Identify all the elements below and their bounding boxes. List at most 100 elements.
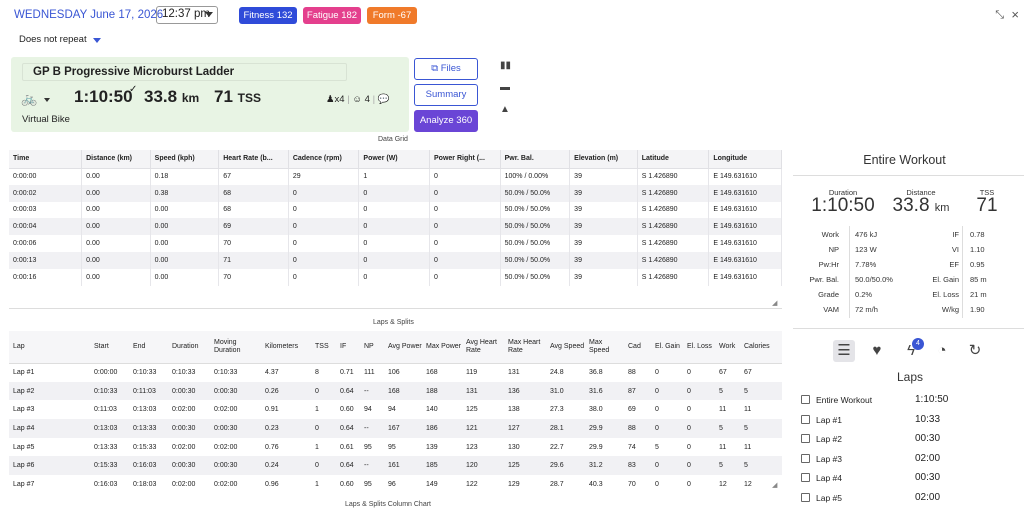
- close-icon[interactable]: ×: [1011, 7, 1019, 22]
- chevron-down-icon[interactable]: [44, 98, 50, 102]
- column-header[interactable]: Power Right (...: [429, 150, 501, 169]
- column-header[interactable]: Speed (kph): [150, 150, 220, 169]
- table-cell: 0.64: [336, 381, 360, 401]
- summary-tss: 71: [976, 195, 998, 216]
- table-cell: 50.0% / 50.0%: [500, 251, 571, 269]
- column-header[interactable]: Latitude: [637, 150, 710, 169]
- comment-icon[interactable]: ▬: [500, 82, 510, 93]
- checkbox[interactable]: [801, 453, 810, 463]
- column-header[interactable]: Avg Speed: [546, 331, 585, 364]
- collapse-icon[interactable]: ⤡: [995, 9, 1004, 21]
- column-header[interactable]: Heart Rate (b...: [218, 150, 289, 169]
- lap-checkbox-item[interactable]: Lap #2: [801, 434, 842, 444]
- column-header[interactable]: El. Gain: [651, 331, 683, 364]
- column-header[interactable]: Work: [715, 331, 740, 364]
- summary-button[interactable]: Summary: [414, 84, 478, 106]
- lap-checkbox-item[interactable]: Lap #5: [801, 493, 842, 503]
- lap-checkbox-item[interactable]: Lap #4: [801, 473, 842, 483]
- table-cell: 0:00:00: [9, 168, 83, 185]
- table-row[interactable]: 0:00:16 0.00 0.00 70 0 0 0 50.0% / 50.0% 39 S 1.4…: [9, 268, 782, 286]
- table-cell: 70: [218, 268, 289, 286]
- table-cell: 138: [508, 406, 520, 414]
- table-cell: --: [360, 381, 384, 401]
- column-header[interactable]: Calories: [740, 331, 782, 364]
- column-header[interactable]: Moving Duration: [210, 331, 261, 364]
- table-cell: E 149.631610: [708, 268, 782, 286]
- column-header[interactable]: Lap: [9, 331, 90, 364]
- refresh-icon[interactable]: ↻: [968, 342, 982, 359]
- table-row[interactable]: 0:00:13 0.00 0.00 71 0 0 0 50.0% / 50.0% 39 S 1.4…: [9, 251, 782, 269]
- lap-label: Lap #2: [816, 434, 842, 445]
- clock-icon[interactable]: ◔: [937, 342, 947, 359]
- mountain-icon[interactable]: ▲: [500, 104, 510, 115]
- column-header[interactable]: Kilometers: [261, 331, 311, 364]
- column-header[interactable]: IF: [336, 331, 360, 364]
- column-header[interactable]: El. Loss: [683, 331, 715, 364]
- lap-checkbox-item[interactable]: Lap #1: [801, 414, 842, 425]
- column-header[interactable]: Time: [9, 150, 83, 169]
- table-cell: 0:00:04: [9, 218, 83, 236]
- checkbox[interactable]: [801, 414, 810, 424]
- table-cell: 0.76: [265, 443, 279, 451]
- files-button[interactable]: ⧉ Files: [414, 58, 478, 80]
- column-header[interactable]: End: [129, 331, 168, 364]
- resize-handle[interactable]: ◢: [772, 482, 778, 489]
- column-header[interactable]: Pwr. Bal.: [500, 150, 571, 169]
- column-header[interactable]: Cad: [624, 331, 651, 364]
- table-cell: 0.00: [150, 235, 220, 252]
- column-header[interactable]: NP: [360, 331, 384, 364]
- chevron-down-icon[interactable]: [93, 38, 101, 43]
- bike-icon[interactable]: 🚲: [21, 91, 38, 106]
- column-header[interactable]: Start: [90, 331, 129, 364]
- table-cell: 127: [504, 419, 546, 438]
- table-row[interactable]: Lap #7 0:16:03 0:18:03 0:02:00 0:02:00 0.96 1 0…: [9, 475, 782, 494]
- column-header[interactable]: Power (W): [358, 150, 430, 169]
- column-header[interactable]: Longitude: [708, 150, 782, 169]
- column-header[interactable]: Elevation (m): [569, 150, 638, 169]
- table-cell: 50.0% / 50.0%: [500, 184, 571, 202]
- column-header[interactable]: TSS: [311, 331, 336, 364]
- time-select[interactable]: 12:37 pm: [156, 6, 218, 24]
- metric-row: Pw:Hr 7.78% EF 0.95: [785, 260, 1024, 272]
- table-cell: 0:10:33: [172, 369, 196, 377]
- column-header[interactable]: Max Power: [422, 331, 462, 364]
- workout-date[interactable]: WEDNESDAY June 17, 2026: [14, 9, 164, 21]
- table-row[interactable]: Lap #6 0:15:33 0:16:03 0:00:30 0:00:30 0.24 0 0…: [9, 456, 782, 476]
- lap-checkbox-item[interactable]: Entire Workout: [801, 395, 872, 405]
- table-row[interactable]: Lap #4 0:13:03 0:13:33 0:00:30 0:00:30 0.23 0 0…: [9, 419, 782, 438]
- table-row[interactable]: 0:00:02 0.00 0.38 68 0 0 0 50.0% / 50.0% 39 S 1.4…: [9, 184, 782, 202]
- column-header[interactable]: Max Speed: [585, 331, 624, 364]
- metric-label: W/kg: [941, 305, 959, 314]
- table-row[interactable]: Lap #5 0:13:33 0:15:33 0:02:00 0:02:00 0.76 1 0…: [9, 438, 782, 457]
- lightning-icon[interactable]: ϟ: [907, 342, 915, 359]
- bar-chart-icon[interactable]: ▮▮: [500, 60, 512, 71]
- repeat-select[interactable]: Does not repeat: [19, 34, 87, 45]
- table-row[interactable]: Lap #3 0:11:03 0:13:03 0:02:00 0:02:00 0.91 1 0…: [9, 400, 782, 419]
- table-cell: 111: [364, 369, 375, 377]
- column-header[interactable]: Avg Power: [384, 331, 422, 364]
- column-header[interactable]: Duration: [168, 331, 210, 364]
- table-row[interactable]: Lap #1 0:00:00 0:10:33 0:10:33 0:10:33 4.37 8 0…: [9, 363, 782, 382]
- checkbox[interactable]: [801, 493, 810, 502]
- analyze-360-button[interactable]: Analyze 360: [414, 110, 478, 132]
- table-row[interactable]: 0:00:04 0.00 0.00 69 0 0 0 50.0% / 50.0% 39 S 1.4…: [9, 218, 782, 236]
- checkbox[interactable]: [801, 395, 810, 404]
- table-row[interactable]: 0:00:06 0.00 0.00 70 0 0 0 50.0% / 50.0% 39 S 1.4…: [9, 235, 782, 252]
- lap-checkbox-item[interactable]: Lap #3: [801, 453, 842, 464]
- table-row[interactable]: Lap #2 0:10:33 0:11:03 0:00:30 0:00:30 0.26 0 0…: [9, 381, 782, 401]
- column-header[interactable]: Cadence (rpm): [288, 150, 360, 169]
- table-cell: Lap #7: [13, 480, 35, 488]
- column-header[interactable]: Max Heart Rate: [504, 331, 546, 364]
- duration-label: Duration: [828, 188, 858, 197]
- table-row[interactable]: 0:00:03 0.00 0.00 68 0 0 0 50.0% / 50.0% 39 S 1.4…: [9, 201, 782, 219]
- table-cell: 0.00: [81, 235, 151, 252]
- column-header[interactable]: Avg Heart Rate: [462, 331, 504, 364]
- resize-handle[interactable]: ◢: [772, 300, 778, 307]
- list-icon[interactable]: ☰: [833, 340, 855, 362]
- checkbox[interactable]: [801, 434, 810, 444]
- heart-icon[interactable]: ♥: [872, 342, 882, 359]
- column-header[interactable]: Distance (km): [81, 150, 151, 169]
- table-row[interactable]: 0:00:00 0.00 0.18 67 29 1 0 100% / 0.00% 39 S 1.4…: [9, 168, 782, 185]
- checkbox[interactable]: [801, 473, 810, 483]
- workout-title-input[interactable]: GP B Progressive Microburst Ladder: [22, 63, 347, 81]
